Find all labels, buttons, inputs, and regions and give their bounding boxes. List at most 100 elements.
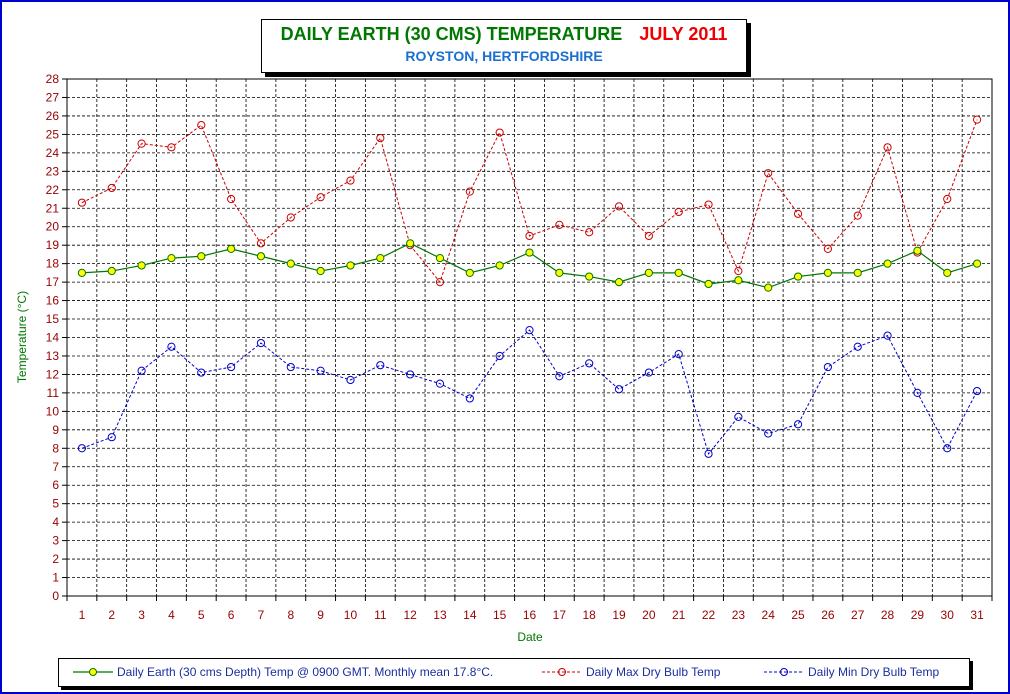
chart-title: DAILY EARTH (30 CMS) TEMPERATURE bbox=[280, 24, 623, 44]
y-axis-label: Temperature (°C) bbox=[15, 291, 29, 383]
point-earth bbox=[913, 246, 922, 255]
point-min bbox=[256, 338, 266, 348]
point-max bbox=[853, 211, 862, 220]
x-tick-label: 26 bbox=[821, 608, 835, 622]
point-max bbox=[734, 266, 743, 276]
point-min bbox=[674, 350, 683, 359]
point-earth bbox=[764, 283, 773, 292]
x-tick-label: 2 bbox=[108, 608, 115, 622]
y-tick-label: 12 bbox=[46, 367, 60, 381]
point-min bbox=[465, 394, 474, 403]
x-tick-label: 1 bbox=[79, 608, 86, 622]
chart-subtitle: ROYSTON, HERTFORDSHIRE bbox=[405, 48, 603, 64]
point-max bbox=[525, 231, 534, 241]
x-tick-label: 5 bbox=[198, 608, 205, 622]
point-earth bbox=[107, 266, 116, 276]
x-tick-label: 16 bbox=[523, 608, 537, 622]
y-tick-label: 20 bbox=[46, 220, 60, 234]
x-tick-label: 17 bbox=[553, 608, 567, 622]
x-axis-label: Date bbox=[517, 630, 543, 644]
x-tick-label: 25 bbox=[791, 608, 805, 622]
y-tick-label: 24 bbox=[46, 146, 60, 160]
point-min bbox=[853, 342, 862, 351]
point-earth bbox=[286, 259, 295, 268]
point-earth bbox=[674, 268, 683, 277]
series-min bbox=[77, 326, 982, 458]
y-tick-label: 21 bbox=[46, 201, 60, 215]
point-min bbox=[793, 420, 803, 429]
chart-title-month: JULY 2011 bbox=[639, 24, 728, 44]
point-min bbox=[376, 361, 385, 370]
x-tick-label: 15 bbox=[493, 608, 507, 622]
point-min bbox=[704, 449, 713, 458]
point-earth bbox=[346, 261, 355, 270]
y-tick-label: 23 bbox=[46, 164, 60, 178]
point-min bbox=[585, 359, 594, 368]
point-min bbox=[167, 342, 176, 351]
y-tick-label: 25 bbox=[46, 127, 60, 141]
y-tick-label: 22 bbox=[46, 183, 60, 197]
point-max bbox=[346, 176, 355, 185]
point-max bbox=[793, 209, 803, 218]
x-tick-label: 6 bbox=[228, 608, 235, 622]
point-max bbox=[77, 198, 87, 207]
x-tick-label: 22 bbox=[702, 608, 716, 622]
x-tick-label: 13 bbox=[433, 608, 447, 622]
legend: Daily Earth (30 cms Depth) Temp @ 0900 G… bbox=[58, 658, 970, 687]
point-min bbox=[197, 368, 206, 377]
point-max bbox=[644, 231, 653, 241]
point-min bbox=[286, 362, 295, 372]
y-tick-label: 4 bbox=[52, 515, 59, 529]
point-max bbox=[256, 239, 266, 248]
y-tick-label: 27 bbox=[46, 90, 60, 104]
point-min bbox=[406, 370, 415, 379]
point-max bbox=[614, 202, 624, 211]
point-earth bbox=[853, 268, 862, 277]
point-earth bbox=[316, 266, 325, 276]
x-tick-label: 18 bbox=[582, 608, 596, 622]
x-tick-label: 20 bbox=[642, 608, 656, 622]
point-max bbox=[286, 213, 295, 222]
point-max bbox=[883, 143, 892, 152]
point-earth bbox=[77, 268, 87, 277]
point-earth bbox=[525, 248, 534, 257]
y-tick-label: 28 bbox=[46, 72, 60, 86]
y-tick-label: 15 bbox=[46, 312, 60, 326]
x-tick-label: 19 bbox=[612, 608, 626, 622]
y-tick-label: 5 bbox=[52, 497, 59, 511]
point-earth bbox=[435, 254, 445, 263]
legend-swatch-earth bbox=[73, 668, 113, 676]
point-earth bbox=[972, 259, 982, 268]
y-tick-label: 18 bbox=[46, 257, 60, 271]
x-tick-label: 4 bbox=[168, 608, 175, 622]
point-max bbox=[764, 169, 773, 178]
point-earth bbox=[137, 261, 146, 270]
point-earth bbox=[197, 252, 206, 261]
legend-item-min: Daily Min Dry Bulb Temp bbox=[764, 665, 939, 679]
point-min bbox=[764, 429, 773, 438]
point-min bbox=[227, 362, 236, 372]
x-tick-label: 31 bbox=[970, 608, 984, 622]
point-max bbox=[823, 244, 832, 253]
point-min bbox=[614, 385, 624, 394]
point-min bbox=[883, 331, 892, 340]
y-tick-label: 2 bbox=[52, 552, 59, 566]
series-line-max bbox=[81, 119, 978, 284]
point-min bbox=[435, 379, 445, 388]
x-tick-label: 24 bbox=[762, 608, 776, 622]
point-max bbox=[465, 187, 474, 196]
point-min bbox=[734, 412, 743, 421]
y-tick-label: 26 bbox=[46, 109, 60, 123]
point-earth bbox=[167, 254, 176, 263]
legend-swatch-max bbox=[542, 668, 582, 676]
point-min bbox=[823, 362, 832, 372]
y-tick-label: 0 bbox=[52, 589, 59, 603]
point-max bbox=[585, 228, 594, 237]
x-tick-label: 30 bbox=[941, 608, 955, 622]
point-max bbox=[227, 194, 236, 204]
point-min bbox=[555, 372, 564, 381]
point-max bbox=[137, 139, 146, 148]
point-max bbox=[704, 200, 713, 209]
series-earth bbox=[77, 239, 982, 292]
